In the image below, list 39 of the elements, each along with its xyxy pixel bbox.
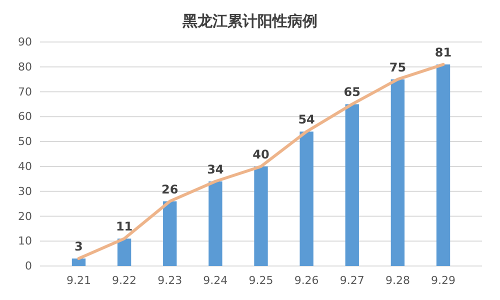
x-tick-label: 9.26 (294, 274, 319, 287)
bar (72, 258, 86, 266)
data-label: 54 (298, 112, 315, 127)
bar (436, 64, 450, 266)
bar (208, 181, 222, 266)
bar (390, 79, 405, 266)
x-tick-label: 9.29 (431, 274, 456, 287)
bar (163, 201, 177, 266)
x-tick-label: 9.21 (66, 274, 91, 287)
bar (117, 238, 132, 266)
data-label: 65 (344, 85, 360, 100)
line-series (77, 62, 445, 260)
x-tick-label: 9.25 (248, 274, 274, 287)
y-tick-label: 20 (18, 210, 32, 223)
x-tick-label: 9.24 (203, 274, 228, 287)
bar (300, 132, 314, 266)
x-tick-label: 9.23 (158, 274, 182, 287)
data-label: 34 (207, 162, 224, 176)
data-label: 3 (74, 240, 83, 254)
data-label: 81 (434, 45, 452, 60)
y-tick-label: 60 (18, 110, 32, 124)
data-label: 26 (162, 182, 178, 196)
y-tick-label: 90 (18, 36, 32, 49)
x-tick-label: 9.22 (112, 274, 137, 287)
bar (254, 166, 268, 266)
y-tick-label: 70 (18, 85, 32, 98)
bar (345, 104, 359, 266)
y-tick-label: 50 (18, 135, 32, 148)
y-tick-label: 40 (18, 160, 32, 173)
chart-title: 黑龙江累计阳性病例 (182, 12, 318, 30)
data-label: 40 (252, 147, 270, 162)
y-tick-label: 10 (18, 234, 32, 248)
x-tick-label: 9.28 (385, 274, 410, 287)
data-label: 75 (389, 60, 406, 74)
y-tick-label: 80 (18, 60, 32, 74)
y-tick-label: 0 (25, 260, 32, 273)
x-tick-label: 9.27 (340, 274, 364, 287)
y-tick-label: 30 (18, 184, 32, 198)
data-label: 11 (116, 220, 133, 234)
